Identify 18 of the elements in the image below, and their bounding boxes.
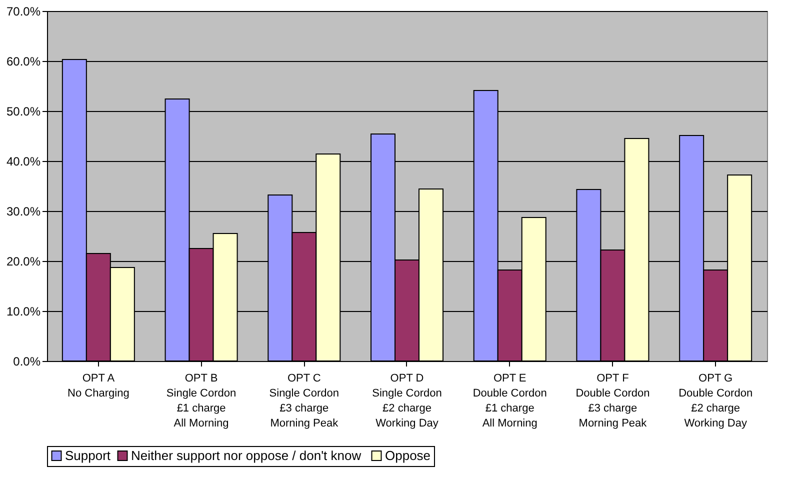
x-tick-label: OPT E Double Cordon £1 charge All Morning — [472, 372, 547, 430]
legend-label: Oppose — [385, 448, 431, 463]
x-tick-label: OPT G Double Cordon £2 charge Working Day — [678, 372, 753, 430]
y-tick-label: 0.0% — [13, 354, 41, 368]
x-tick-label: OPT B Single Cordon £1 charge All Morning — [166, 372, 236, 430]
y-tick-label: 20.0% — [6, 254, 41, 268]
x-tick-label: OPT C Single Cordon £3 charge Morning Peak — [269, 372, 339, 430]
y-tick-label: 30.0% — [6, 204, 41, 218]
x-tick-label: OPT F Double Cordon £3 charge Morning Peak — [576, 372, 650, 430]
x-tick-label: OPT A No Charging — [68, 372, 130, 400]
y-tick-label: 10.0% — [6, 304, 41, 318]
y-tick-label: 60.0% — [6, 54, 41, 68]
x-tick-label: OPT D Single Cordon £2 charge Working Day — [372, 372, 442, 430]
y-tick-label: 70.0% — [6, 4, 41, 18]
y-tick-label: 40.0% — [6, 154, 41, 168]
y-tick-label: 50.0% — [6, 104, 41, 118]
legend-label: Support — [65, 448, 111, 463]
legend-label: Neither support nor oppose / don't know — [131, 448, 362, 463]
